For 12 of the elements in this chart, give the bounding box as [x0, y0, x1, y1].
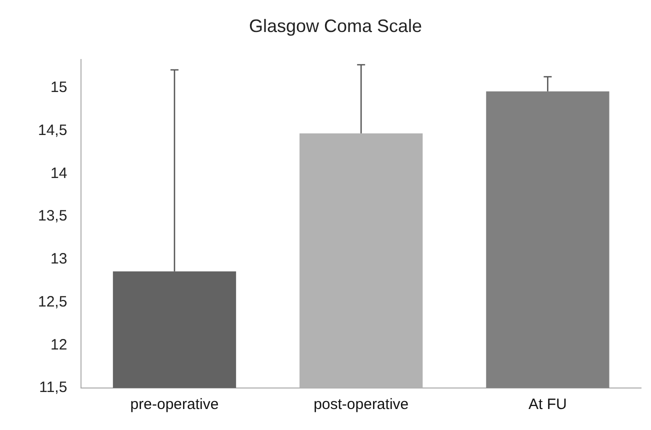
y-tick-label: 14,5 — [38, 122, 68, 139]
x-tick-label: At FU — [528, 396, 567, 414]
y-tick-label: 15 — [50, 79, 68, 96]
y-tick-label: 14 — [50, 164, 68, 182]
x-tick-label: post-operative — [314, 396, 409, 414]
y-tick-label: 12,5 — [38, 293, 68, 310]
y-tick-label: 13 — [50, 250, 68, 268]
y-tick-label: 13,5 — [38, 208, 68, 225]
x-tick-label: pre-operative — [130, 396, 219, 414]
y-tick-label: 11,5 — [39, 379, 68, 396]
chart-title: Glasgow Coma Scale — [248, 16, 422, 36]
y-tick-label: 12 — [50, 336, 68, 354]
